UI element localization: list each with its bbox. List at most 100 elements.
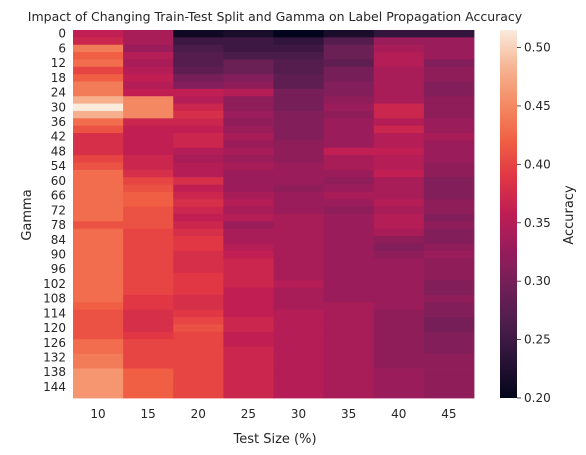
heatmap-cell <box>223 331 274 340</box>
y-axis-label: Gamma <box>20 189 35 240</box>
heatmap-cell <box>323 331 375 340</box>
heatmap-cell <box>423 177 475 185</box>
heatmap-cell <box>323 383 375 392</box>
heatmap-cell <box>73 162 124 171</box>
heatmap-cell <box>423 30 475 38</box>
heatmap-cell <box>73 294 124 303</box>
heatmap-cell <box>223 221 274 230</box>
heatmap-cell <box>273 221 325 230</box>
heatmap-cell <box>273 44 325 53</box>
heatmap-cell <box>373 228 425 237</box>
heatmap-cell <box>273 309 325 318</box>
heatmap-cell <box>73 118 124 127</box>
heatmap-cell <box>423 324 475 333</box>
heatmap-cell <box>323 361 375 369</box>
heatmap-cell <box>323 250 375 259</box>
heatmap-cell <box>323 228 375 237</box>
heatmap-cell <box>373 177 425 185</box>
heatmap-cell <box>373 250 425 259</box>
heatmap-cell <box>423 375 475 384</box>
heatmap-cell <box>423 258 475 266</box>
heatmap-cell <box>223 66 274 75</box>
heatmap-cell <box>273 96 325 104</box>
y-tick-label: 120 <box>43 321 66 335</box>
heatmap-cell <box>273 52 325 60</box>
heatmap-cell <box>323 302 375 311</box>
heatmap-cell <box>373 74 425 82</box>
heatmap-cell <box>323 37 375 46</box>
heatmap-cell <box>373 66 425 75</box>
heatmap-cell <box>173 66 224 75</box>
heatmap-cell <box>323 309 375 318</box>
x-tick-label: 10 <box>90 407 105 421</box>
heatmap-cell <box>123 324 174 333</box>
heatmap-cell <box>273 324 325 333</box>
heatmap-cell <box>123 184 174 193</box>
heatmap-cell <box>223 37 274 46</box>
heatmap-cell <box>323 74 375 82</box>
heatmap-cell <box>123 206 174 215</box>
heatmap-cell <box>123 272 174 281</box>
heatmap-cell <box>223 317 274 325</box>
heatmap-cell <box>173 228 224 237</box>
heatmap-cell <box>323 133 375 141</box>
heatmap-cell <box>223 368 274 377</box>
x-tick-label: 20 <box>191 407 206 421</box>
heatmap-cell <box>173 302 224 311</box>
heatmap-cell <box>223 81 274 90</box>
heatmap-cell <box>223 302 274 311</box>
colorbar-tick-label: 0.50 <box>524 41 551 55</box>
heatmap-cell <box>423 287 475 296</box>
y-tick-label: 42 <box>51 130 66 144</box>
heatmap-cell <box>423 361 475 369</box>
heatmap-cell <box>273 331 325 340</box>
heatmap-cell <box>73 250 124 259</box>
heatmap-cell <box>273 184 325 193</box>
heatmap-cell <box>123 133 174 141</box>
heatmap-cell <box>273 118 325 127</box>
heatmap-cell <box>273 191 325 200</box>
heatmap-cell <box>323 155 375 163</box>
heatmap-cell <box>273 214 325 222</box>
heatmap-cell <box>273 383 325 392</box>
heatmap-cell <box>73 74 124 82</box>
heatmap-cell <box>373 236 425 244</box>
heatmap-cell <box>123 118 174 127</box>
heatmap-cell <box>223 375 274 384</box>
heatmap-cell <box>423 81 475 90</box>
heatmap-cell <box>223 191 274 200</box>
y-tick-label: 78 <box>51 218 66 232</box>
colorbar <box>500 30 517 398</box>
heatmap-cell <box>323 258 375 266</box>
y-tick-label: 30 <box>51 100 66 114</box>
heatmap-cell <box>323 206 375 215</box>
heatmap-cell <box>73 52 124 60</box>
heatmap-cell <box>73 59 124 68</box>
heatmap-cell <box>123 280 174 288</box>
heatmap-cell <box>123 265 174 274</box>
heatmap-cell <box>173 324 224 333</box>
heatmap-cell <box>73 103 124 112</box>
heatmap-cell <box>423 214 475 222</box>
heatmap-cell <box>373 302 425 311</box>
heatmap-cell <box>273 287 325 296</box>
heatmap-cell <box>323 66 375 75</box>
heatmap-cell <box>173 169 224 178</box>
heatmap-cell <box>373 265 425 274</box>
heatmap-cell <box>73 331 124 340</box>
heatmap-cell <box>173 147 224 156</box>
heatmap-cell <box>123 59 174 68</box>
heatmap-cell <box>173 317 224 325</box>
heatmap-cell <box>323 375 375 384</box>
heatmap-cell <box>223 272 274 281</box>
heatmap-cell <box>323 184 375 193</box>
heatmap-cell <box>373 294 425 303</box>
heatmap-cell <box>323 59 375 68</box>
heatmap-cell <box>373 96 425 104</box>
heatmap-cell <box>423 383 475 392</box>
heatmap-cell <box>373 52 425 60</box>
heatmap-cell <box>123 331 174 340</box>
heatmap-cell <box>223 324 274 333</box>
heatmap-cell <box>423 221 475 230</box>
heatmap-cell <box>123 243 174 252</box>
